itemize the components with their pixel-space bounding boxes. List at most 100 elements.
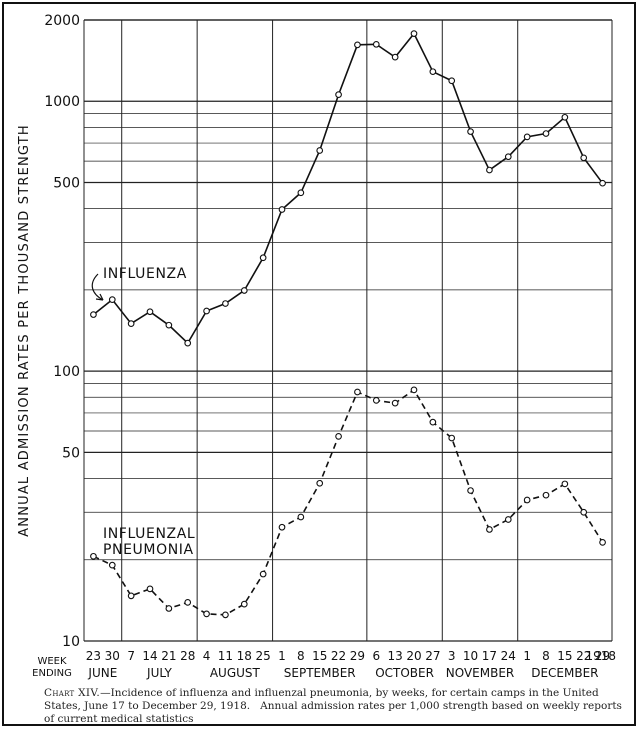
data-point	[486, 526, 493, 533]
x-tick-label: 22	[576, 649, 591, 663]
series-line-influenza	[92, 32, 604, 345]
data-point	[127, 592, 135, 600]
data-point	[391, 53, 399, 61]
data-point	[184, 339, 192, 347]
x-tick-label: 15	[312, 649, 327, 663]
data-point	[504, 153, 512, 161]
month-label: JULY	[146, 666, 172, 680]
data-point	[184, 599, 192, 606]
data-point	[599, 539, 606, 546]
data-point	[542, 491, 550, 499]
y-axis-label: ANNUAL ADMISSION RATES PER THOUSAND STRE…	[17, 124, 32, 537]
x-tick-label: 25	[256, 649, 271, 663]
data-point	[259, 570, 267, 578]
data-point	[278, 523, 286, 531]
data-point	[372, 397, 380, 404]
data-point	[599, 179, 606, 187]
series-label-pneumonia-line2: PNEUMONIA	[103, 542, 194, 558]
x-tick-label: 21	[161, 649, 176, 663]
x-tick-label: 3	[448, 649, 456, 663]
data-point	[448, 434, 456, 442]
data-point	[222, 300, 229, 307]
data-point	[90, 311, 97, 318]
data-point	[108, 296, 116, 304]
y-tick-label: 500	[53, 175, 80, 191]
month-label: AUGUST	[210, 666, 261, 680]
data-point	[391, 399, 399, 407]
data-point	[240, 287, 248, 294]
y-tick-label: 100	[53, 364, 80, 380]
data-point	[580, 508, 588, 516]
data-point	[429, 418, 437, 426]
week-label: WEEK	[37, 656, 67, 667]
data-point	[410, 30, 418, 37]
chart-caption: Chart XIV.—Incidence of influenza and in…	[44, 687, 634, 726]
x-tick-label: 28	[180, 649, 195, 663]
x-tick-label: 14	[142, 649, 157, 663]
x-tick-label: 17	[482, 649, 497, 663]
data-point	[354, 388, 361, 396]
data-point	[240, 600, 248, 608]
data-point	[467, 487, 474, 494]
data-point	[561, 480, 569, 488]
x-tick-label: 30	[105, 649, 120, 663]
caption-text: —Incidence of influenza and influenzal p…	[44, 687, 626, 725]
data-point	[165, 321, 173, 329]
x-tick-label: 13	[388, 649, 403, 663]
data-point	[316, 147, 324, 154]
month-label: SEPTEMBER	[284, 666, 356, 680]
x-tick-label: 4	[203, 649, 211, 663]
data-point	[146, 585, 154, 593]
data-point	[90, 552, 97, 560]
data-point	[297, 513, 305, 521]
data-point	[523, 133, 531, 141]
x-tick-label: 8	[297, 649, 305, 663]
data-point	[316, 479, 324, 487]
y-tick-label: 50	[62, 445, 80, 461]
caption-lead: Chart XIV.	[44, 687, 101, 699]
data-point	[165, 605, 173, 612]
data-point	[146, 308, 154, 316]
data-point	[297, 189, 305, 197]
data-point	[561, 113, 569, 121]
month-label: JUNE	[87, 666, 117, 680]
month-label: DECEMBER	[531, 666, 598, 680]
data-point	[278, 206, 286, 213]
label-arrow	[91, 273, 104, 301]
y-tick-label: 2000	[44, 13, 80, 29]
x-tick-label: 29	[350, 649, 365, 663]
month-label: OCTOBER	[375, 666, 434, 680]
data-point	[222, 611, 229, 619]
data-point	[429, 68, 437, 76]
x-tick-label: 15	[557, 649, 572, 663]
x-tick-label: 23	[86, 649, 101, 663]
x-tick-label: 20	[406, 649, 421, 663]
data-point	[467, 128, 474, 135]
x-tick-label: 24	[501, 649, 516, 663]
y-tick-label: 10	[62, 634, 80, 650]
data-point	[580, 154, 588, 162]
data-point	[203, 610, 210, 618]
series-label-influenza: INFLUENZA	[103, 266, 187, 282]
month-label: NOVEMBER	[446, 666, 515, 680]
year-label: 1918	[585, 649, 616, 663]
x-tick-label: 1	[523, 649, 531, 663]
data-point	[523, 496, 531, 504]
data-point	[542, 130, 550, 137]
data-point	[127, 320, 135, 327]
series-line-pneumonia	[93, 388, 604, 616]
x-tick-label: 29	[595, 649, 610, 663]
x-tick-label: 6	[372, 649, 380, 663]
x-tick-label: 22	[331, 649, 346, 663]
data-point	[335, 433, 342, 440]
data-point	[259, 254, 267, 262]
data-point	[335, 91, 342, 98]
data-point	[354, 41, 361, 49]
series-label-pneumonia-line1: INFLUENZAL	[103, 526, 195, 542]
label-arrow-head	[95, 293, 104, 301]
ending-label: ENDING	[32, 668, 72, 679]
data-point	[486, 166, 493, 174]
x-tick-label: 1	[278, 649, 286, 663]
